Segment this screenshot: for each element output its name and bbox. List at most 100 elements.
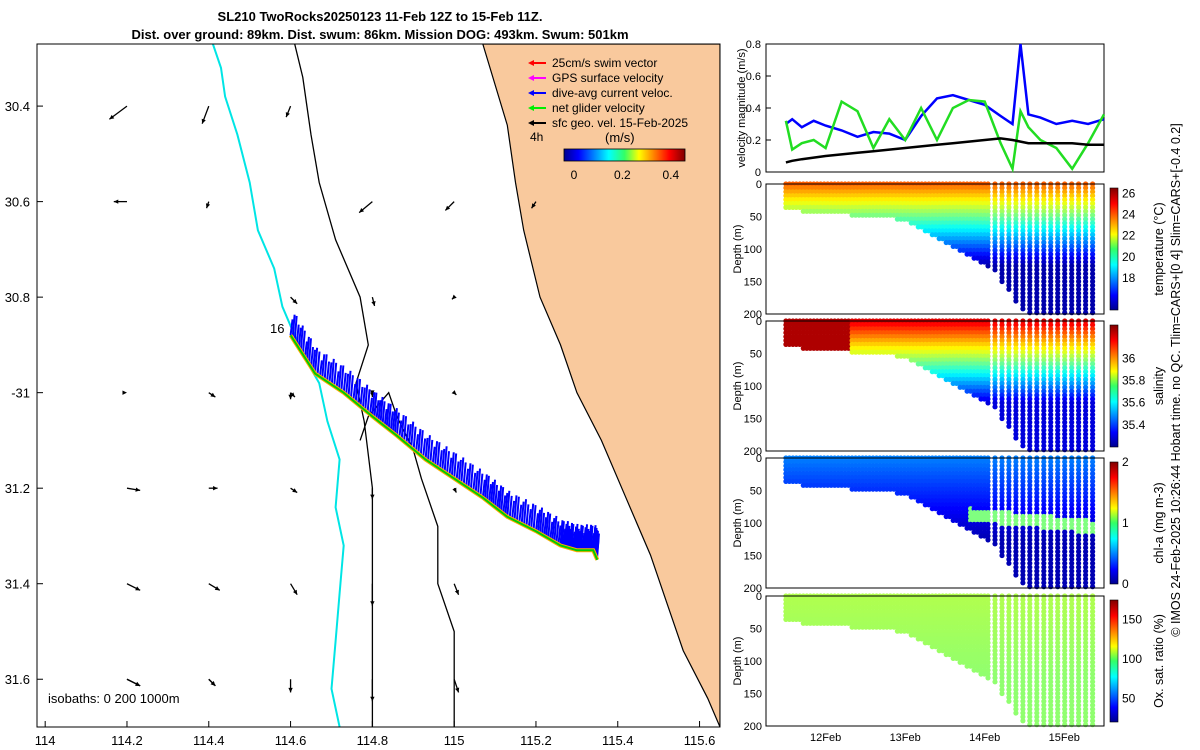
- section-sample-point: [985, 236, 991, 242]
- section-sample-point: [1034, 408, 1040, 414]
- section-sample-point: [1020, 459, 1026, 465]
- section-sample-point: [1048, 427, 1054, 433]
- section-sample-point: [1062, 365, 1068, 371]
- section-colorbar-tick: 18: [1122, 271, 1136, 285]
- x-tick-label: 115.4: [602, 733, 634, 748]
- section-sample-point: [1062, 357, 1068, 363]
- section-colorbar-label: chl-a (mg m-3): [1152, 482, 1166, 563]
- section-sample-point: [992, 605, 998, 611]
- section-sample-point: [1034, 463, 1040, 469]
- legend-label: dive-avg current veloc.: [552, 86, 673, 100]
- section-sample-point: [1020, 384, 1026, 390]
- section-sample-point: [1034, 423, 1040, 429]
- section-sample-point: [1048, 644, 1054, 650]
- section-sample-point: [985, 216, 991, 222]
- section-sample-point: [1069, 259, 1075, 265]
- section-sample-point: [1090, 290, 1096, 296]
- section-sample-point: [1013, 486, 1019, 492]
- section-sample-point: [1083, 353, 1089, 359]
- figure-title-line1: SL210 TwoRocks20250123 11-Feb 12Z to 15-…: [217, 9, 543, 24]
- section-sample-point: [999, 609, 1005, 615]
- section-sample-point: [1069, 616, 1075, 623]
- section-sample-point: [1020, 651, 1026, 658]
- section-sample-point: [992, 663, 998, 669]
- section-sample-point: [1083, 439, 1089, 445]
- section-sample-point: [999, 404, 1005, 410]
- section-sample-point: [985, 392, 991, 398]
- dive-avg-current-arrow: [589, 525, 594, 551]
- section-sample-point: [1055, 529, 1061, 535]
- section-sample-point: [1062, 247, 1068, 253]
- section-sample-point: [1055, 517, 1061, 524]
- dive-avg-current-arrow: [379, 396, 384, 423]
- section-sample-point: [1020, 255, 1026, 261]
- section-sample-point: [1006, 353, 1012, 359]
- section-sample-point: [1027, 513, 1033, 520]
- section-sample-point: [1034, 412, 1040, 418]
- section-sample-point: [1055, 560, 1061, 566]
- section-sample-point: [1020, 478, 1026, 484]
- section-sample-point: [985, 529, 991, 535]
- section-sample-point: [992, 357, 998, 363]
- section-sample-point: [1090, 616, 1096, 623]
- section-sample-point: [1048, 330, 1054, 336]
- geo-velocity-vector: [453, 583, 460, 595]
- section-sample-point: [999, 467, 1005, 473]
- section-sample-point: [1027, 208, 1033, 214]
- section-sample-point: [1020, 306, 1026, 312]
- section-sample-point: [1034, 564, 1040, 570]
- section-sample-point: [1013, 632, 1019, 638]
- section-sample-point: [1034, 290, 1040, 296]
- dive-avg-current-arrow: [579, 525, 584, 551]
- section-sample-point: [1027, 251, 1033, 257]
- section-y-tick-label: 0: [756, 179, 762, 191]
- section-sample-point: [1006, 228, 1012, 234]
- section-sample-point: [1062, 628, 1068, 634]
- section-sample-point: [1090, 204, 1096, 210]
- section-sample-point: [1069, 605, 1075, 611]
- section-sample-point: [992, 667, 998, 673]
- section-sample-point: [1055, 525, 1061, 531]
- section-sample-point: [1034, 220, 1040, 226]
- section-sample-point: [1062, 228, 1068, 234]
- section-sample-point: [1090, 517, 1096, 524]
- section-sample-point: [1013, 365, 1019, 371]
- section-sample-point: [1048, 423, 1054, 429]
- section-sample-point: [1076, 687, 1082, 693]
- section-sample-point: [985, 648, 991, 654]
- section-sample-point: [1048, 357, 1054, 363]
- section-sample-point: [999, 412, 1005, 418]
- section-sample-point: [1027, 533, 1033, 539]
- section-sample-point: [1020, 412, 1026, 418]
- section-sample-point: [1055, 605, 1061, 611]
- section-sample-point: [1055, 412, 1061, 418]
- section-sample-point: [1041, 568, 1047, 574]
- geo-velocity-vector: [208, 678, 216, 687]
- section-sample-point: [1006, 278, 1012, 285]
- section-sample-point: [1041, 486, 1047, 492]
- section-sample-point: [1027, 189, 1033, 195]
- dive-avg-current-arrow: [391, 411, 396, 433]
- section-sample-point: [1083, 419, 1089, 425]
- section-sample-point: [1055, 306, 1061, 312]
- section-sample-point: [1062, 263, 1068, 269]
- section-sample-point: [1090, 690, 1096, 697]
- section-sample-point: [1048, 286, 1054, 292]
- section-sample-point: [999, 471, 1005, 477]
- section-sample-point: [1013, 388, 1019, 394]
- section-sample-point: [1083, 408, 1089, 414]
- section-sample-point: [999, 334, 1005, 340]
- section-sample-point: [1013, 204, 1019, 210]
- section-sample-point: [1013, 601, 1019, 607]
- dive-avg-current-arrow: [584, 524, 589, 551]
- section-sample-point: [1076, 443, 1082, 449]
- section-sample-point: [1055, 392, 1061, 398]
- section-sample-point: [1069, 513, 1075, 520]
- section-sample-point: [985, 384, 991, 390]
- dive-avg-current-arrow: [321, 354, 326, 379]
- section-sample-point: [1069, 521, 1075, 527]
- section-sample-point: [1020, 373, 1026, 379]
- section-sample-point: [1076, 605, 1082, 611]
- section-sample-point: [1055, 636, 1061, 642]
- section-sample-point: [1034, 353, 1040, 359]
